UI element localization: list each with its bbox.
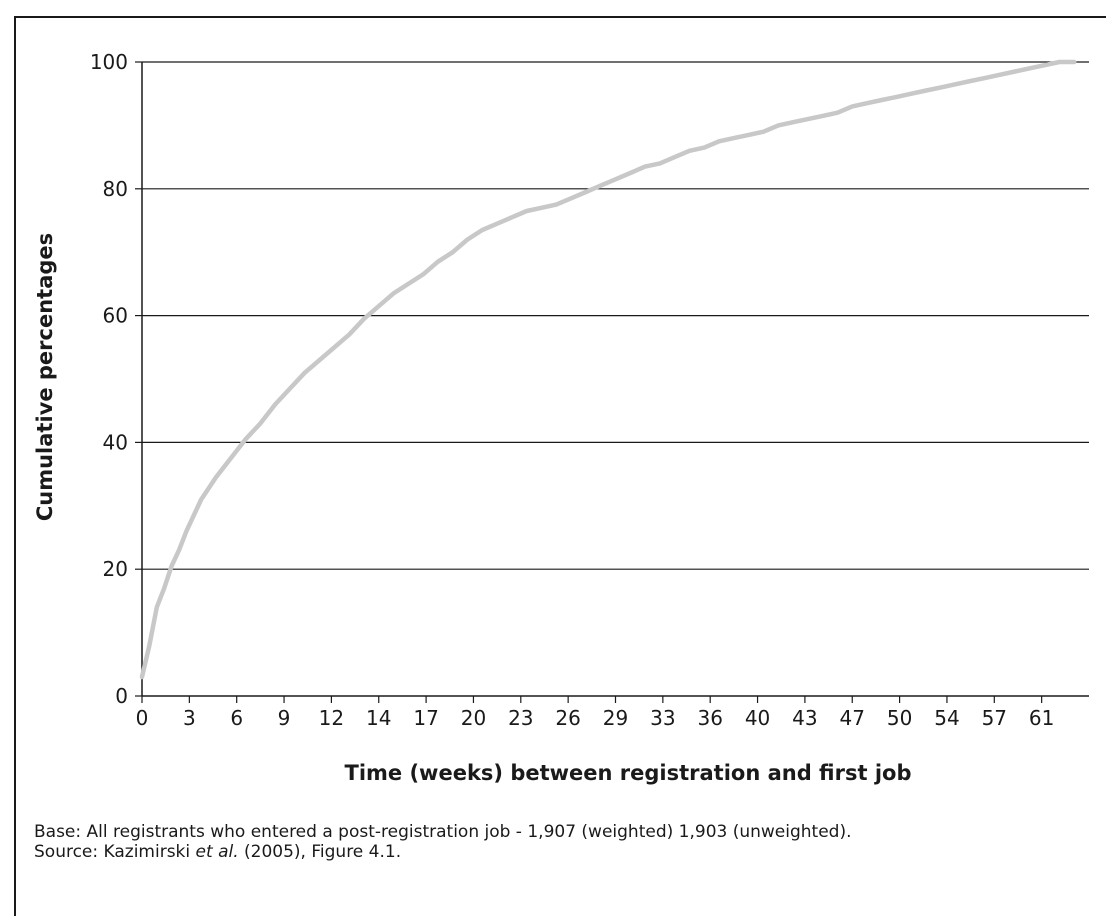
x-tick-label-40: 40	[745, 706, 770, 730]
source-italic: et al.	[195, 842, 239, 862]
x-tick-label-54: 54	[934, 706, 959, 730]
x-tick-label-50: 50	[887, 706, 912, 730]
y-axis-title: Cumulative percentages	[33, 233, 57, 521]
y-tick-label-60: 60	[103, 304, 128, 328]
x-tick-label-29: 29	[603, 706, 628, 730]
x-tick-label-23: 23	[508, 706, 533, 730]
x-tick-label-9: 9	[278, 706, 291, 730]
x-tick-label-0: 0	[136, 706, 149, 730]
x-tick-label-26: 26	[555, 706, 580, 730]
y-tick-label-20: 20	[103, 557, 128, 581]
base-note: Base: All registrants who entered a post…	[34, 822, 852, 842]
x-axis-ticks: 0 3 6 9 12 14 17 20 23 26 29 33 36 40 43 47 50 54 57 61	[136, 696, 1054, 730]
source-note: Source: Kazimirski et al. (2005), Figure…	[34, 842, 852, 862]
y-tick-label-80: 80	[103, 177, 128, 201]
series-group	[139, 59, 1077, 680]
figure-note: Base: All registrants who entered a post…	[34, 822, 852, 862]
series-line-0	[139, 59, 1077, 680]
y-tick-label-0: 0	[115, 684, 128, 708]
x-tick-label-47: 47	[840, 706, 865, 730]
source-suffix: (2005), Figure 4.1.	[238, 842, 402, 862]
source-prefix: Source: Kazimirski	[34, 842, 196, 862]
gridlines	[142, 61, 1089, 570]
y-tick-label-100: 100	[90, 50, 128, 74]
figure-frame	[14, 16, 1106, 916]
x-tick-label-14: 14	[366, 706, 391, 730]
x-tick-label-17: 17	[413, 706, 438, 730]
x-tick-label-3: 3	[183, 706, 196, 730]
x-axis-title: Time (weeks) between registration and fi…	[345, 761, 912, 785]
x-tick-label-61: 61	[1029, 706, 1054, 730]
y-axis-ticks: 0 20 40 60 80 100	[90, 50, 142, 708]
x-tick-label-43: 43	[792, 706, 817, 730]
axes	[141, 62, 1089, 697]
x-tick-label-57: 57	[982, 706, 1007, 730]
x-tick-label-36: 36	[697, 706, 722, 730]
x-tick-label-12: 12	[319, 706, 344, 730]
x-tick-label-20: 20	[461, 706, 486, 730]
y-tick-label-40: 40	[103, 430, 128, 454]
x-tick-label-33: 33	[650, 706, 675, 730]
x-tick-label-6: 6	[230, 706, 243, 730]
